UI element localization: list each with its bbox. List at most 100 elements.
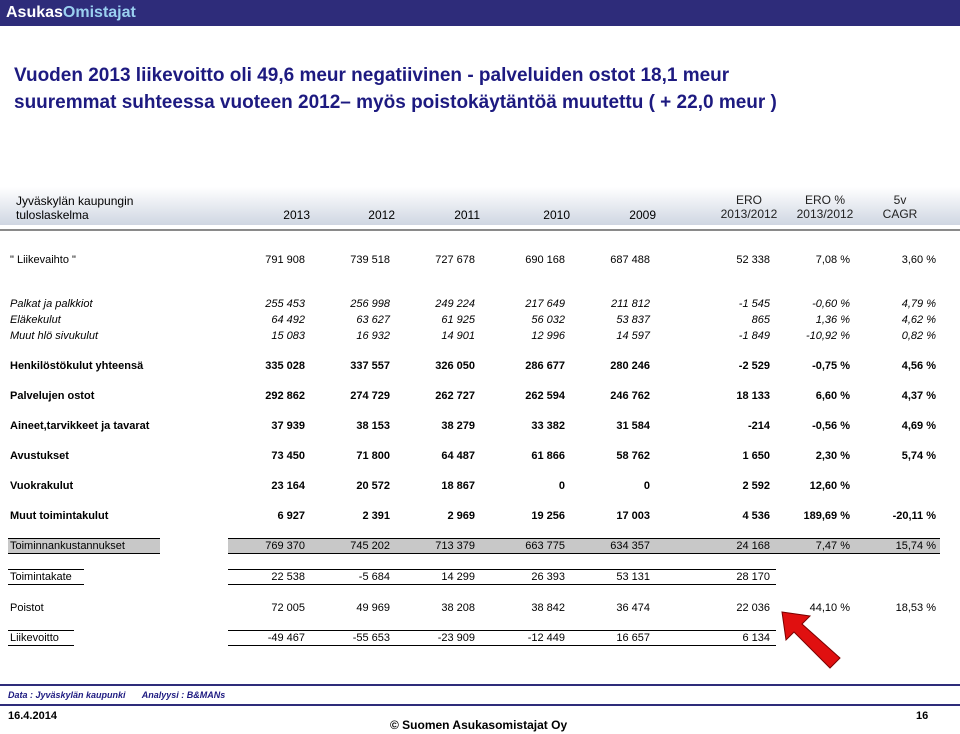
row-label: Eläkekulut — [10, 314, 61, 326]
cell-ero-percent: -0,56 % — [812, 420, 850, 432]
row-label: " Liikevaihto " — [10, 254, 76, 266]
cell-2011: 18 867 — [441, 480, 475, 492]
cell-cagr: 18,53 % — [895, 602, 936, 614]
cell-2009: 36 474 — [616, 602, 650, 614]
cell-2013: -49 467 — [267, 632, 305, 644]
cell-2012: 63 627 — [356, 314, 390, 326]
table-row-muut-toimintakulut: Muut toimintakulut 6 927 2 391 2 969 19 … — [0, 509, 960, 523]
cell-ero: 28 170 — [736, 571, 770, 583]
cell-2010: 262 594 — [525, 390, 565, 402]
cell-2009: 14 597 — [616, 330, 650, 342]
cell-2012: -5 684 — [358, 571, 390, 583]
cell-cagr: 4,37 % — [901, 390, 936, 402]
cell-2009: 53 131 — [616, 571, 650, 583]
cell-2009: 17 003 — [616, 510, 650, 522]
box-values — [228, 569, 776, 585]
ero-percent-header: ERO % 2013/2012 — [782, 193, 868, 221]
cell-2011: 38 279 — [441, 420, 475, 432]
cell-2009: 211 812 — [611, 298, 650, 310]
table-header-title-line2: tuloslaskelma — [16, 208, 89, 222]
ero-header-line2: 2013/2012 — [720, 207, 778, 221]
cell-cagr: 4,62 % — [901, 314, 936, 326]
cell-2010: 217 649 — [525, 298, 565, 310]
cell-cagr: 4,69 % — [901, 420, 936, 432]
cell-ero-percent: 7,47 % — [815, 540, 850, 552]
cell-cagr: -20,11 % — [892, 510, 936, 522]
table-row-poistot: Poistot 72 005 49 969 38 208 38 842 36 4… — [0, 601, 960, 615]
footer-date: 16.4.2014 — [8, 710, 57, 722]
row-label: Liikevoitto — [10, 632, 59, 644]
year-header-2013: 2013 — [283, 208, 310, 222]
cell-ero: 1 650 — [742, 450, 770, 462]
cell-ero-percent: 2,30 % — [815, 450, 850, 462]
shade-values — [228, 538, 940, 554]
cell-2013: 37 939 — [271, 420, 305, 432]
footer-analysis: Analyysi : B&MANs — [141, 690, 226, 700]
cell-cagr: 5,74 % — [901, 450, 936, 462]
cell-2013: 22 538 — [271, 571, 305, 583]
cell-2010: 19 256 — [531, 510, 565, 522]
cell-2009: 16 657 — [616, 632, 650, 644]
box-values — [228, 630, 776, 646]
cell-2011: 61 925 — [441, 314, 475, 326]
cell-2013: 769 370 — [265, 540, 305, 552]
cell-ero-percent: -0,60 % — [812, 298, 850, 310]
ero-header: ERO 2013/2012 — [706, 193, 792, 221]
cell-2011: 38 208 — [441, 602, 475, 614]
cell-2013: 64 492 — [271, 314, 305, 326]
cell-2011: 64 487 — [441, 450, 475, 462]
cell-2011: -23 909 — [437, 632, 475, 644]
footer-separator-top — [0, 684, 960, 686]
cell-2009: 246 762 — [610, 390, 650, 402]
table-row-vuokrakulut: Vuokrakulut 23 164 20 572 18 867 0 0 2 5… — [0, 479, 960, 493]
cell-ero: -214 — [747, 420, 770, 432]
cell-2011: 727 678 — [435, 254, 475, 266]
red-arrow-icon — [781, 611, 841, 669]
cell-2011: 326 050 — [435, 360, 475, 372]
cell-ero-percent: -10,92 % — [805, 330, 850, 342]
cell-ero-percent: 6,60 % — [815, 390, 850, 402]
cell-ero: -1 849 — [738, 330, 770, 342]
cell-2013: 23 164 — [271, 480, 305, 492]
cell-2010: 690 168 — [525, 254, 565, 266]
brand-logo-part1: Asukas — [6, 4, 63, 21]
cell-2011: 262 727 — [435, 390, 475, 402]
cell-2011: 2 969 — [447, 510, 475, 522]
table-header-rule — [0, 229, 960, 231]
cell-2012: 337 557 — [350, 360, 390, 372]
row-label: Aineet,tarvikkeet ja tavarat — [10, 420, 150, 432]
cell-2013: 255 453 — [265, 298, 305, 310]
cell-2011: 713 379 — [435, 540, 475, 552]
table-row-toimintakate: Toimintakate 22 538 -5 684 14 299 26 393… — [0, 569, 960, 585]
cell-2010: 663 775 — [525, 540, 565, 552]
cell-2012: 274 729 — [350, 390, 390, 402]
cell-2009: 280 246 — [610, 360, 650, 372]
table-row-henkilostokulut-yhteensa: Henkilöstökulut yhteensä 335 028 337 557… — [0, 359, 960, 373]
row-label: Palkat ja palkkiot — [10, 298, 93, 310]
slide-title: Vuoden 2013 liikevoitto oli 49,6 meur ne… — [14, 62, 954, 116]
cell-2009: 0 — [643, 480, 650, 492]
cagr-header: 5v CAGR — [870, 193, 930, 221]
cell-ero-percent: -0,75 % — [812, 360, 850, 372]
cell-2011: 14 901 — [441, 330, 475, 342]
cagr-header-line2: CAGR — [882, 207, 918, 221]
footer-separator-bottom — [0, 704, 960, 706]
table-row-palvelujen-ostot: Palvelujen ostot 292 862 274 729 262 727… — [0, 389, 960, 403]
cell-2009: 634 357 — [610, 540, 650, 552]
cell-ero: 24 168 — [736, 540, 770, 552]
row-label: Muut toimintakulut — [10, 510, 109, 522]
table-header-title-line1: Jyväskylän kaupungin — [16, 194, 134, 208]
year-header-2010: 2010 — [543, 208, 570, 222]
cell-2012: 20 572 — [356, 480, 390, 492]
cell-ero: 865 — [751, 314, 770, 326]
footer-source: Data : Jyväskylän kaupunki Analyysi : B&… — [8, 690, 239, 700]
row-label: Henkilöstökulut yhteensä — [10, 360, 144, 372]
cell-2010: 38 842 — [531, 602, 565, 614]
cell-2010: 12 996 — [531, 330, 565, 342]
cell-2010: -12 449 — [527, 632, 565, 644]
row-label: Muut hlö sivukulut — [10, 330, 99, 342]
cell-2013: 15 083 — [271, 330, 305, 342]
table-header-title: Jyväskylän kaupungin tuloslaskelma — [16, 194, 133, 222]
cell-2011: 249 224 — [435, 298, 475, 310]
table-row-palkat: Palkat ja palkkiot 255 453 256 998 249 2… — [0, 297, 960, 311]
